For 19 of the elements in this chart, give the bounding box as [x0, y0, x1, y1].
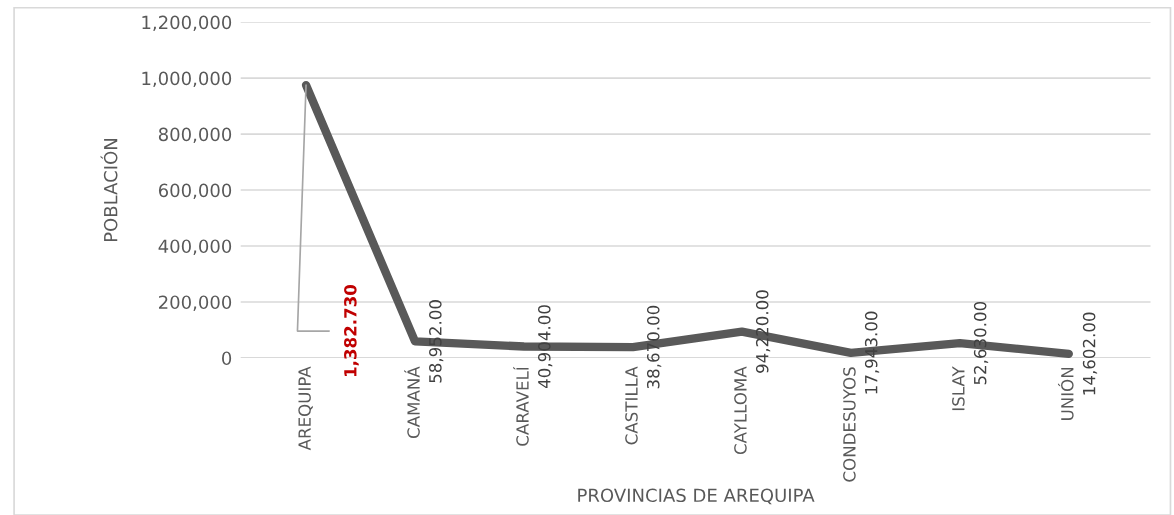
y-tick-label: 800,000: [158, 127, 232, 144]
annotation: 1,382.730: [344, 284, 359, 377]
x-axis-title: PROVINCIAS DE AREQUIPA: [578, 488, 815, 505]
y-tick-label: 0: [222, 351, 232, 366]
x-tick-label: UNIÓN: [1057, 367, 1074, 420]
x-tick-label: AREQUIPA: [298, 366, 313, 451]
y-tick-label: 200,000: [158, 295, 232, 311]
y-tick-label: 1,000,000: [142, 71, 232, 88]
x-tick-label: CARAVELÍ: [513, 366, 529, 446]
x-tick-label: CAMANÁ: [404, 366, 420, 439]
data-label: 14,602.00: [1082, 312, 1098, 395]
y-axis-title: POBLACIÓN: [100, 138, 118, 242]
y-tick-label: 1,200,000: [142, 15, 232, 32]
x-tick-label: CAYLLOMA: [734, 366, 747, 455]
x-tick-label: ISLAY: [952, 366, 965, 411]
x-tick-label: CONDESUYOS: [843, 367, 856, 482]
y-tick-label: 600,000: [158, 183, 232, 199]
y-tick-label: 400,000: [158, 239, 232, 255]
x-tick-label: CASTILLA: [625, 366, 638, 445]
